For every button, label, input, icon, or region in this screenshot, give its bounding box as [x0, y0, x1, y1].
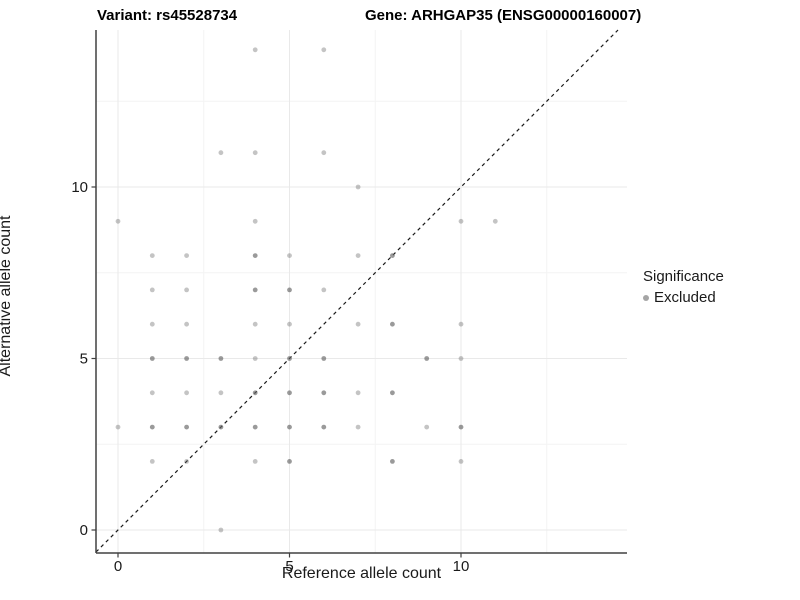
- data-point: [287, 424, 292, 430]
- y-tick-label: 10: [71, 179, 88, 196]
- data-point: [355, 184, 361, 190]
- plot-title-variant: Variant: rs45528734: [97, 7, 238, 24]
- data-point: [321, 356, 327, 361]
- data-point: [252, 287, 258, 293]
- legend: Significance Excluded: [643, 268, 724, 306]
- data-point: [149, 287, 155, 293]
- data-point: [184, 287, 190, 293]
- data-point: [115, 218, 121, 224]
- x-tick-label: 10: [453, 558, 470, 575]
- legend-title: Significance: [643, 268, 724, 285]
- data-point: [184, 390, 190, 396]
- data-point: [390, 390, 395, 396]
- data-point: [321, 424, 327, 430]
- data-point: [287, 459, 292, 464]
- data-point: [218, 424, 224, 430]
- x-axis-label: Reference allele count: [281, 565, 442, 582]
- data-point: [321, 47, 327, 53]
- legend-item-excluded: Excluded: [643, 289, 724, 306]
- data-point: [492, 218, 498, 224]
- data-point: [390, 321, 395, 327]
- data-point: [287, 321, 292, 327]
- data-point: [149, 390, 155, 396]
- data-point: [424, 424, 430, 430]
- data-point: [355, 253, 361, 258]
- data-point: [287, 253, 292, 258]
- data-point: [184, 459, 190, 464]
- data-point: [252, 150, 258, 156]
- identity-line: [95, 29, 619, 553]
- data-point: [287, 287, 292, 293]
- plot-title-gene: Gene: ARHGAP35 (ENSG00000160007): [365, 7, 642, 24]
- x-tick-label: 0: [114, 558, 122, 575]
- data-point: [218, 390, 224, 396]
- data-point: [458, 356, 464, 361]
- data-point: [458, 459, 464, 464]
- data-point: [252, 459, 258, 464]
- data-point: [424, 356, 430, 361]
- data-point: [355, 321, 361, 327]
- y-tick-label: 0: [80, 522, 88, 539]
- x-tick-label: 5: [285, 558, 293, 575]
- data-point: [390, 459, 395, 464]
- data-point: [321, 150, 327, 156]
- point-icon: [643, 294, 649, 301]
- data-point: [184, 321, 190, 327]
- data-point: [458, 218, 464, 224]
- data-point: [355, 424, 361, 430]
- data-point: [287, 356, 292, 361]
- data-point: [184, 356, 190, 361]
- data-point: [287, 390, 292, 396]
- data-point: [252, 218, 258, 224]
- data-point: [321, 287, 327, 293]
- data-point: [149, 253, 155, 258]
- data-point: [184, 424, 190, 430]
- data-point: [252, 390, 258, 396]
- data-point: [252, 321, 258, 327]
- data-point: [355, 390, 361, 396]
- data-point: [115, 424, 121, 430]
- data-point: [149, 424, 155, 430]
- data-point: [458, 424, 464, 430]
- data-point: [252, 424, 258, 430]
- data-point: [149, 459, 155, 464]
- data-point: [218, 150, 224, 156]
- data-point: [252, 356, 258, 361]
- data-point: [149, 321, 155, 327]
- data-point: [252, 253, 258, 258]
- y-tick-label: 5: [80, 351, 88, 368]
- data-point: [184, 253, 190, 258]
- legend-item-label: Excluded: [654, 289, 716, 306]
- data-point: [321, 390, 327, 396]
- data-point: [149, 356, 155, 361]
- data-point: [218, 527, 224, 533]
- data-point: [458, 321, 464, 327]
- data-point: [252, 47, 258, 53]
- y-axis-label: Alternative allele count: [0, 215, 14, 377]
- data-point: [390, 253, 395, 258]
- data-point: [218, 356, 224, 361]
